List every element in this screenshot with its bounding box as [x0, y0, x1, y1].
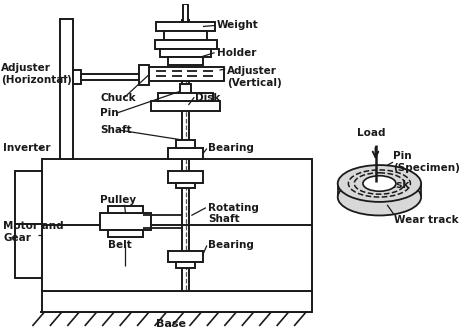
Text: Load: Load	[357, 128, 386, 138]
Bar	[183, 94, 188, 104]
Bar	[108, 206, 143, 212]
Ellipse shape	[337, 179, 421, 215]
Text: Bearing: Bearing	[208, 239, 254, 249]
Text: Chuck: Chuck	[100, 93, 136, 103]
Text: Pin: Pin	[100, 108, 119, 118]
Bar	[42, 291, 311, 312]
Bar	[182, 4, 189, 22]
Text: Adjuster
(Vertical): Adjuster (Vertical)	[227, 66, 282, 88]
Bar	[42, 159, 311, 291]
Ellipse shape	[337, 165, 421, 202]
Text: Disk: Disk	[384, 180, 410, 190]
Text: Wear track: Wear track	[394, 214, 458, 224]
Bar	[151, 101, 220, 111]
Text: Shaft: Shaft	[100, 125, 132, 135]
Bar	[160, 49, 211, 57]
Ellipse shape	[363, 176, 396, 191]
Bar	[176, 140, 195, 148]
Bar	[73, 70, 81, 84]
Bar	[180, 84, 191, 94]
Text: Pulley: Pulley	[100, 195, 137, 205]
Text: Disk: Disk	[195, 93, 220, 103]
Bar	[139, 65, 149, 85]
Text: Bearing: Bearing	[208, 143, 254, 153]
Bar	[164, 31, 207, 40]
Text: Inverter: Inverter	[3, 143, 51, 153]
Bar	[176, 182, 195, 188]
Bar	[168, 171, 203, 182]
Bar	[147, 67, 224, 81]
Text: Belt: Belt	[108, 239, 132, 249]
Bar	[15, 171, 42, 224]
Bar	[176, 262, 195, 268]
Bar	[168, 148, 203, 159]
Bar	[100, 212, 151, 230]
Text: Weight: Weight	[217, 20, 258, 30]
Bar	[15, 224, 42, 278]
Text: Motor and
Gear: Motor and Gear	[3, 221, 64, 243]
Bar	[168, 57, 203, 65]
Bar	[155, 40, 217, 49]
Bar	[156, 22, 215, 31]
Text: Holder: Holder	[217, 48, 256, 58]
Text: Rotating
Shaft: Rotating Shaft	[208, 203, 259, 224]
Bar	[108, 230, 143, 237]
Text: Adjuster
(Horizontal): Adjuster (Horizontal)	[1, 63, 72, 85]
Bar	[81, 74, 147, 80]
Bar	[60, 19, 73, 159]
Text: Base: Base	[156, 319, 186, 329]
Bar	[158, 93, 213, 101]
Text: Pin
(Specimen): Pin (Specimen)	[393, 151, 460, 173]
Bar	[168, 252, 203, 262]
